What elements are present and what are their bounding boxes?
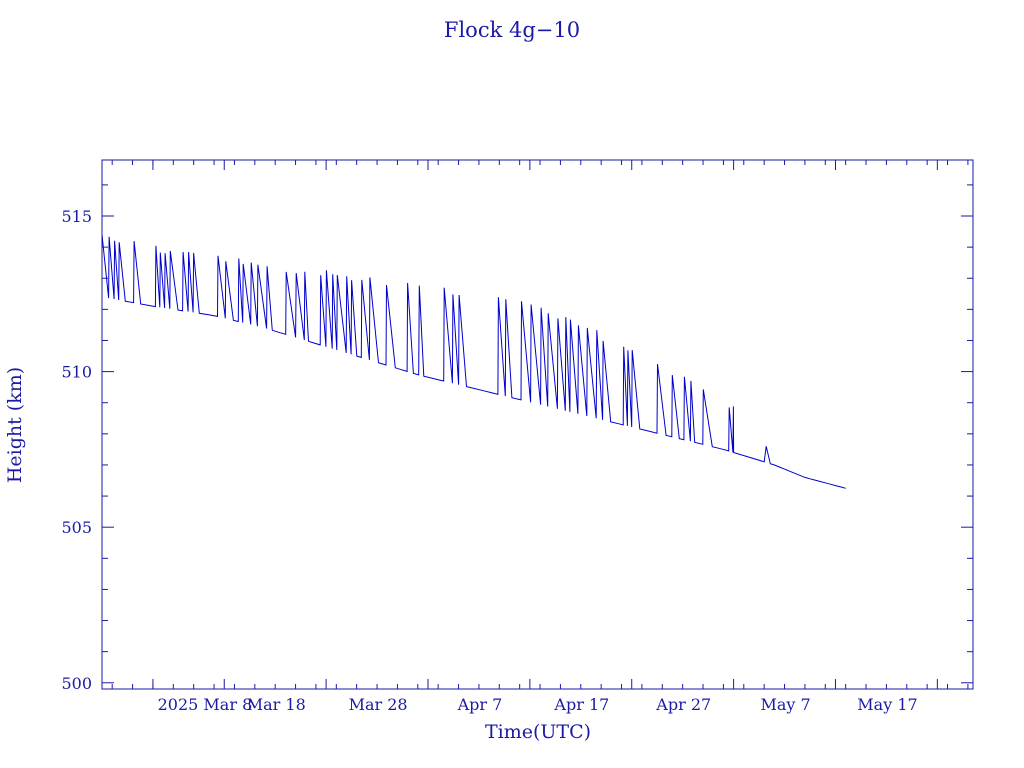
x-tick-label: Apr 27 <box>655 695 711 714</box>
x-tick-label: May 7 <box>760 695 810 714</box>
x-tick-label: Mar 18 <box>247 695 306 714</box>
y-tick-label: 505 <box>61 518 92 537</box>
x-tick-label: May 17 <box>857 695 917 714</box>
x-axis-label: Time(UTC) <box>485 721 591 743</box>
x-tick-label: Apr 17 <box>553 695 609 714</box>
y-tick-labels: 500 505 510 515 <box>61 207 92 693</box>
y-tick-label: 510 <box>61 363 92 382</box>
y-tick-label: 515 <box>61 207 92 226</box>
y-axis-label: Height (km) <box>4 367 26 483</box>
chart-title: Flock 4g−10 <box>444 18 580 42</box>
x-tick-label: 2025 Mar 8 <box>158 695 253 714</box>
x-tick-label: Mar 28 <box>349 695 408 714</box>
y-tick-label: 500 <box>61 674 92 693</box>
axis-ticks <box>102 160 973 689</box>
height-series-line <box>101 234 846 489</box>
x-tick-label: Apr 7 <box>457 695 503 714</box>
plot-frame <box>101 159 974 690</box>
